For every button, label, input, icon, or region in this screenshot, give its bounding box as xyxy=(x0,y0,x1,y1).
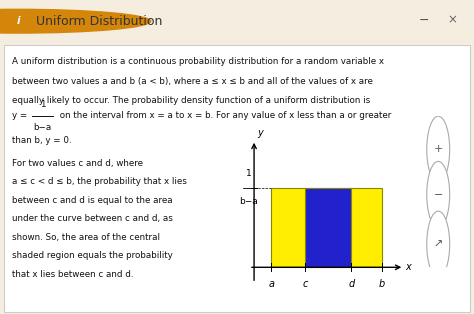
Text: y: y xyxy=(257,128,263,138)
Text: a ≤ c < d ≤ b, the probability that x lies: a ≤ c < d ≤ b, the probability that x li… xyxy=(12,177,187,187)
Bar xyxy=(305,188,351,267)
Text: 1: 1 xyxy=(246,169,252,178)
Text: d: d xyxy=(348,279,355,289)
Circle shape xyxy=(427,161,450,228)
Text: a: a xyxy=(268,279,274,289)
Text: −: − xyxy=(434,190,443,200)
Text: b−a: b−a xyxy=(239,197,258,206)
Text: between c and d is equal to the area: between c and d is equal to the area xyxy=(12,196,173,205)
Text: b−a: b−a xyxy=(34,123,52,132)
Text: between two values a and b (a < b), where a ≤ x ≤ b and all of the values of x a: between two values a and b (a < b), wher… xyxy=(12,77,373,86)
Text: ↗: ↗ xyxy=(434,239,443,249)
Text: that x lies between c and d.: that x lies between c and d. xyxy=(12,270,133,279)
Circle shape xyxy=(427,116,450,182)
Circle shape xyxy=(427,211,450,278)
Text: equally likely to occur. The probability density function of a uniform distribut: equally likely to occur. The probability… xyxy=(12,96,370,106)
Text: y =: y = xyxy=(12,111,27,121)
Text: b: b xyxy=(379,279,385,289)
Bar xyxy=(271,188,382,267)
Text: shown. So, the area of the central: shown. So, the area of the central xyxy=(12,233,160,242)
Text: For two values c and d, where: For two values c and d, where xyxy=(12,159,143,168)
Text: x: x xyxy=(405,262,410,272)
Text: +: + xyxy=(434,144,443,154)
Text: than b, y = 0.: than b, y = 0. xyxy=(12,136,72,144)
Text: shaded region equals the probability: shaded region equals the probability xyxy=(12,252,173,260)
Text: A uniform distribution is a continuous probability distribution for a random var: A uniform distribution is a continuous p… xyxy=(12,57,384,66)
Text: i: i xyxy=(16,16,20,26)
FancyBboxPatch shape xyxy=(4,45,470,312)
Text: on the interval from x = a to x = b. For any value of x less than a or greater: on the interval from x = a to x = b. For… xyxy=(57,111,391,121)
Text: ×: × xyxy=(448,14,457,27)
Text: Uniform Distribution: Uniform Distribution xyxy=(36,15,162,28)
Text: under the curve between c and d, as: under the curve between c and d, as xyxy=(12,214,173,224)
Circle shape xyxy=(0,9,151,33)
Text: 1: 1 xyxy=(40,100,46,109)
Text: c: c xyxy=(302,279,308,289)
Text: −: − xyxy=(419,14,429,27)
